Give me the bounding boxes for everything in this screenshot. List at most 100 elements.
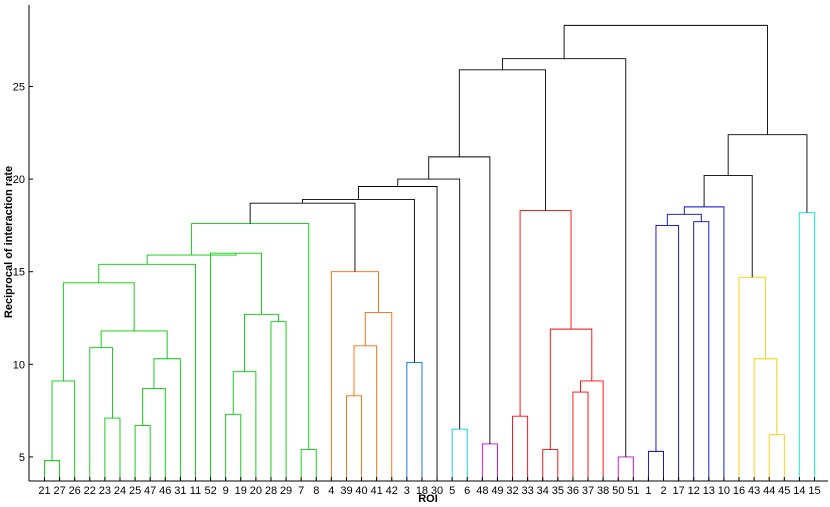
- link-n12: [232, 371, 257, 481]
- leaf-label-4: 4: [328, 485, 334, 497]
- link-n21: [364, 312, 393, 481]
- leaf-label-36: 36: [567, 485, 579, 497]
- link-n15: [210, 252, 262, 481]
- y-axis-ticks: 5 10 15 20 25: [13, 81, 33, 464]
- leaf-label-16: 16: [733, 485, 745, 497]
- link-n11: [225, 413, 242, 481]
- link-n13: [270, 321, 287, 481]
- leaf-label-14: 14: [793, 485, 805, 497]
- link-n50: [727, 134, 808, 213]
- y-tick-label-25: 25: [13, 81, 25, 93]
- leaf-label-42: 42: [386, 485, 398, 497]
- leaf-label-10: 10: [718, 485, 730, 497]
- leaf-label-15: 15: [808, 485, 820, 497]
- leaf-label-19: 19: [235, 485, 247, 497]
- y-tick-label-15: 15: [13, 267, 25, 279]
- link-n8: [100, 330, 168, 359]
- leaf-label-38: 38: [597, 485, 609, 497]
- leaf-label-21: 21: [38, 485, 50, 497]
- link-n1: [44, 460, 61, 481]
- link-n38: [617, 456, 634, 481]
- link-n37: [458, 69, 547, 211]
- link-n33: [572, 391, 589, 481]
- link-n48: [703, 174, 753, 278]
- leaf-label-13: 13: [703, 485, 715, 497]
- link-n42: [693, 221, 710, 481]
- link-n27: [451, 428, 468, 481]
- link-n20: [353, 345, 378, 481]
- leaf-label-51: 51: [627, 485, 639, 497]
- link-n43: [666, 213, 702, 226]
- link-n19: [346, 395, 363, 481]
- leaf-label-9: 9: [223, 485, 229, 497]
- link-n51: [563, 24, 769, 135]
- link-n10: [98, 263, 196, 481]
- leaf-label-31: 31: [174, 485, 186, 497]
- link-n36: [519, 210, 572, 417]
- link-n46: [753, 358, 778, 481]
- leaf-label-49: 49: [491, 485, 503, 497]
- leaf-label-30: 30: [431, 485, 443, 497]
- leaf-label-40: 40: [355, 485, 367, 497]
- leaf-label-33: 33: [522, 485, 534, 497]
- leaf-label-18: 18: [416, 485, 428, 497]
- leaf-label-26: 26: [69, 485, 81, 497]
- leaf-label-20: 20: [250, 485, 262, 497]
- link-n24: [406, 362, 423, 481]
- link-n7: [89, 347, 113, 481]
- leaf-label-50: 50: [612, 485, 624, 497]
- link-n45: [768, 434, 785, 481]
- leaf-label-47: 47: [144, 485, 156, 497]
- link-n22: [330, 271, 379, 481]
- leaf-label-7: 7: [298, 485, 304, 497]
- leaf-label-3: 3: [404, 485, 410, 497]
- axes: [28, 5, 828, 482]
- link-n35: [549, 328, 593, 450]
- y-tick-label-5: 5: [19, 452, 25, 464]
- link-n3: [104, 417, 121, 481]
- leaf-label-11: 11: [190, 485, 201, 497]
- leaf-label-44: 44: [763, 485, 775, 497]
- x-axis-label: ROI: [418, 493, 438, 505]
- leaf-label-24: 24: [114, 485, 126, 497]
- leaf-label-45: 45: [778, 485, 790, 497]
- leaf-label-41: 41: [371, 485, 383, 497]
- link-n4: [142, 387, 166, 481]
- link-n47: [738, 276, 766, 481]
- link-n25: [302, 199, 415, 363]
- link-n5: [51, 380, 76, 481]
- leaf-label-22: 22: [84, 485, 96, 497]
- link-n26: [358, 186, 438, 481]
- link-n31: [512, 415, 529, 481]
- y-tick-label-10: 10: [13, 359, 25, 371]
- link-n41: [655, 224, 680, 481]
- link-n6: [153, 358, 181, 481]
- leaf-label-17: 17: [672, 485, 684, 497]
- link-n2: [134, 424, 151, 481]
- link-n34: [580, 380, 604, 481]
- leaf-label-25: 25: [129, 485, 141, 497]
- leaf-label-2: 2: [660, 485, 666, 497]
- link-n9: [62, 282, 135, 381]
- leaf-label-23: 23: [99, 485, 111, 497]
- leaf-label-34: 34: [537, 485, 549, 497]
- link-n44: [683, 206, 725, 481]
- leaf-label-12: 12: [688, 485, 700, 497]
- link-n23: [249, 202, 356, 272]
- link-n32: [542, 449, 559, 481]
- link-n40: [647, 450, 664, 481]
- y-tick-label-20: 20: [13, 174, 25, 186]
- leaf-label-28: 28: [265, 485, 277, 497]
- link-n49: [798, 211, 815, 481]
- leaf-label-32: 32: [506, 485, 518, 497]
- link-n39: [501, 58, 627, 457]
- leaf-label-48: 48: [476, 485, 488, 497]
- y-axis-label: Reciprocal of interaction rate: [3, 166, 15, 318]
- leaf-label-5: 5: [449, 485, 455, 497]
- leaf-label-39: 39: [340, 485, 352, 497]
- link-n29: [481, 443, 498, 481]
- leaf-label-6: 6: [464, 485, 470, 497]
- leaf-label-29: 29: [280, 485, 292, 497]
- dendrogram-links: [44, 24, 815, 481]
